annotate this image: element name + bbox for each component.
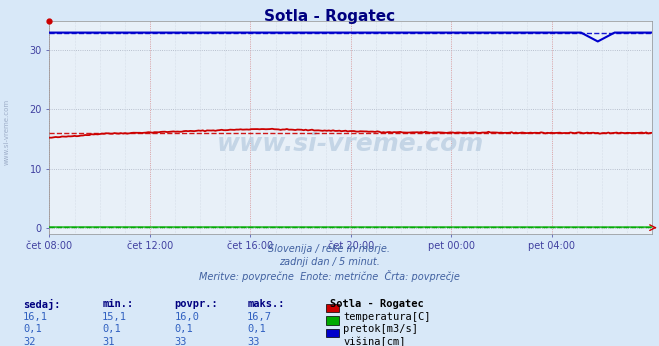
Text: 0,1: 0,1: [23, 324, 42, 334]
Text: zadnji dan / 5 minut.: zadnji dan / 5 minut.: [279, 257, 380, 267]
Text: 16,7: 16,7: [247, 312, 272, 322]
Text: 31: 31: [102, 337, 115, 346]
Text: povpr.:: povpr.:: [175, 299, 218, 309]
Text: 33: 33: [175, 337, 187, 346]
Text: višina[cm]: višina[cm]: [343, 337, 406, 346]
Text: temperatura[C]: temperatura[C]: [343, 312, 431, 322]
Text: pretok[m3/s]: pretok[m3/s]: [343, 324, 418, 334]
Text: Slovenija / reke in morje.: Slovenija / reke in morje.: [268, 244, 391, 254]
Text: 0,1: 0,1: [102, 324, 121, 334]
Text: Sotla - Rogatec: Sotla - Rogatec: [330, 299, 423, 309]
Text: 0,1: 0,1: [247, 324, 266, 334]
Text: min.:: min.:: [102, 299, 133, 309]
Text: sedaj:: sedaj:: [23, 299, 61, 310]
Text: 16,1: 16,1: [23, 312, 48, 322]
Text: 33: 33: [247, 337, 260, 346]
Text: 32: 32: [23, 337, 36, 346]
Text: Sotla - Rogatec: Sotla - Rogatec: [264, 9, 395, 24]
Text: Meritve: povprečne  Enote: metrične  Črta: povprečje: Meritve: povprečne Enote: metrične Črta:…: [199, 270, 460, 282]
Text: 0,1: 0,1: [175, 324, 193, 334]
Text: 15,1: 15,1: [102, 312, 127, 322]
Text: maks.:: maks.:: [247, 299, 285, 309]
Text: 16,0: 16,0: [175, 312, 200, 322]
Text: www.si-vreme.com: www.si-vreme.com: [3, 98, 10, 165]
Text: www.si-vreme.com: www.si-vreme.com: [217, 132, 484, 156]
